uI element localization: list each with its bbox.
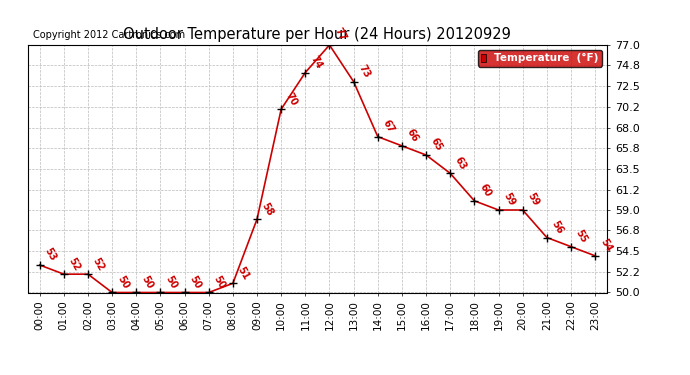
Text: 59: 59 [502,192,517,208]
Text: 59: 59 [526,192,541,208]
Text: 54: 54 [598,237,613,254]
Text: 73: 73 [357,63,372,80]
Text: 50: 50 [139,274,155,291]
Text: 66: 66 [405,127,420,144]
Text: 52: 52 [67,256,82,272]
Text: 70: 70 [284,91,299,107]
Text: 65: 65 [429,136,444,153]
Text: 51: 51 [236,265,251,282]
Text: Copyright 2012 Cartronics.com: Copyright 2012 Cartronics.com [33,30,186,40]
Text: 56: 56 [550,219,565,236]
Text: 50: 50 [115,274,130,291]
Text: 50: 50 [164,274,179,291]
Text: 52: 52 [91,256,106,272]
Text: 50: 50 [212,274,227,291]
Text: 74: 74 [308,54,324,70]
Title: Outdoor Temperature per Hour (24 Hours) 20120929: Outdoor Temperature per Hour (24 Hours) … [124,27,511,42]
Text: 60: 60 [477,182,493,199]
Text: 58: 58 [260,201,275,217]
Text: 63: 63 [453,155,469,171]
Text: 67: 67 [381,118,396,135]
Legend: Temperature  (°F): Temperature (°F) [477,50,602,66]
Text: 55: 55 [574,228,589,245]
Text: 53: 53 [43,246,58,263]
Text: 77: 77 [333,27,348,43]
Text: 50: 50 [188,274,203,291]
